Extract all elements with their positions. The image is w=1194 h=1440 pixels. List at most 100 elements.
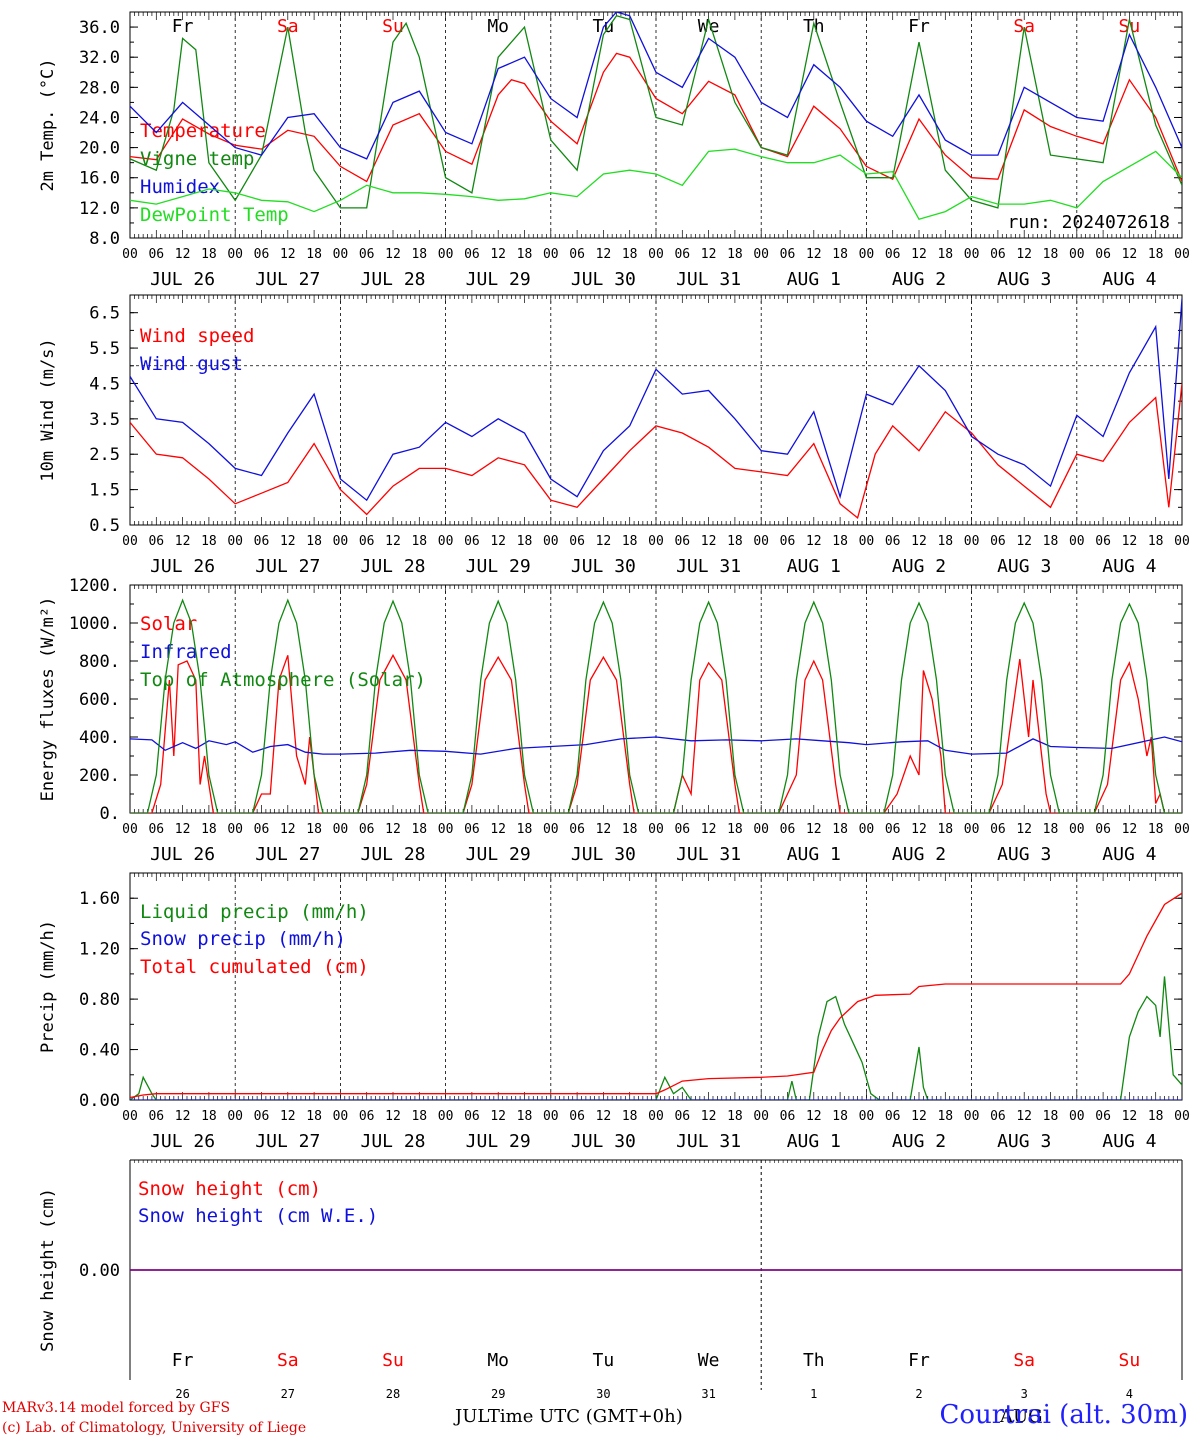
day-number-label: 31 — [701, 1387, 715, 1401]
hour-tick-label: 06 — [885, 1109, 901, 1124]
y-tick-label: 32.0 — [79, 48, 120, 68]
legend-entry: Solar — [140, 613, 197, 635]
date-label: AUG 1 — [787, 556, 841, 577]
hour-tick-label: 12 — [1122, 247, 1138, 262]
day-number-label: 30 — [596, 1387, 610, 1401]
date-label: JUL 29 — [466, 556, 531, 577]
hour-tick-label: 06 — [780, 1109, 796, 1124]
hour-tick-label: 00 — [964, 822, 980, 837]
date-label: AUG 2 — [892, 844, 946, 865]
hour-tick-label: 12 — [1122, 534, 1138, 549]
hour-tick-label: 00 — [438, 534, 454, 549]
hour-tick-label: 06 — [569, 822, 585, 837]
day-of-week-label: Mo — [487, 1350, 509, 1371]
hour-tick-label: 12 — [490, 822, 506, 837]
hour-tick-label: 18 — [1148, 534, 1164, 549]
hour-tick-label: 12 — [385, 822, 401, 837]
legend-entry: Wind gust — [140, 353, 243, 375]
day-number-label: 2 — [915, 1387, 922, 1401]
date-label: JUL 27 — [255, 269, 320, 290]
hour-tick-label: 18 — [411, 534, 427, 549]
y-tick-label: 0.80 — [79, 990, 120, 1010]
hour-tick-label: 06 — [674, 247, 690, 262]
hour-tick-label: 06 — [569, 247, 585, 262]
legend-entry: Snow height (cm W.E.) — [138, 1205, 378, 1227]
hour-tick-label: 18 — [201, 1109, 217, 1124]
hour-tick-label: 00 — [122, 822, 138, 837]
hour-tick-label: 12 — [806, 534, 822, 549]
hour-tick-label: 18 — [937, 534, 953, 549]
date-label: JUL 27 — [255, 556, 320, 577]
panel-precip: 0.00 0.40 0.80 1.20 1.60 Precip (mm/h) 00 06 12 1… — [38, 872, 1190, 1152]
date-label: AUG 1 — [787, 1131, 841, 1152]
day-of-week-label: Sa — [1013, 1350, 1035, 1371]
hour-tick-label: 18 — [517, 247, 533, 262]
legend-entry: Humidex — [140, 176, 220, 198]
hour-tick-label: 12 — [596, 1109, 612, 1124]
day-of-week-label: Fr — [172, 16, 194, 37]
hour-tick-label: 00 — [438, 1109, 454, 1124]
hour-tick-label: 00 — [648, 822, 664, 837]
date-label: AUG 3 — [997, 1131, 1051, 1152]
hour-tick-label: 18 — [832, 247, 848, 262]
hour-tick-label: 00 — [1069, 1109, 1085, 1124]
hour-tick-label: 06 — [464, 822, 480, 837]
day-of-week-label: Sa — [1013, 16, 1035, 37]
hour-tick-label: 00 — [122, 534, 138, 549]
day-number-label: 1 — [810, 1387, 817, 1401]
hour-tick-label: 00 — [648, 247, 664, 262]
y-tick-label: 8.0 — [89, 229, 120, 249]
date-label: AUG 1 — [787, 269, 841, 290]
hour-tick-label: 00 — [438, 247, 454, 262]
y-axis-title: 10m Wind (m/s) — [38, 338, 58, 481]
hour-tick-label: 00 — [1069, 534, 1085, 549]
hour-tick-label: 06 — [254, 534, 270, 549]
series-line-top-of-atmosphere-solar — [130, 598, 1182, 813]
hour-tick-label: 00 — [964, 534, 980, 549]
date-label: JUL 31 — [676, 556, 741, 577]
day-of-week-label: Fr — [908, 1350, 930, 1371]
date-label: JUL 27 — [255, 1131, 320, 1152]
hour-tick-label: 18 — [517, 534, 533, 549]
y-tick-label: 1000. — [69, 614, 120, 634]
hour-tick-label: 06 — [1095, 1109, 1111, 1124]
hour-tick-label: 00 — [648, 534, 664, 549]
hour-tick-label: 18 — [1043, 534, 1059, 549]
date-label: JUL 26 — [150, 556, 215, 577]
hour-tick-label: 00 — [753, 1109, 769, 1124]
series-line-temperature — [130, 52, 1182, 183]
date-label: JUL 26 — [150, 269, 215, 290]
hour-tick-label: 18 — [411, 1109, 427, 1124]
day-number-label: 27 — [281, 1387, 295, 1401]
hour-tick-label: 06 — [464, 1109, 480, 1124]
hour-tick-label: 00 — [122, 1109, 138, 1124]
hour-tick-label: 00 — [859, 1109, 875, 1124]
day-number-label: 3 — [1021, 1387, 1028, 1401]
hour-tick-label: 00 — [543, 822, 559, 837]
y-tick-label: 16.0 — [79, 169, 120, 189]
y-tick-label: 1.5 — [89, 481, 120, 501]
hour-tick-label: 12 — [175, 247, 191, 262]
date-label: JUL 30 — [571, 844, 636, 865]
hour-tick-label: 18 — [306, 822, 322, 837]
hour-tick-label: 18 — [937, 247, 953, 262]
date-label: JUL 31 — [676, 844, 741, 865]
hour-tick-label: 12 — [385, 534, 401, 549]
day-number-label: 26 — [175, 1387, 189, 1401]
hour-tick-label: 06 — [148, 534, 164, 549]
date-label: AUG 4 — [1102, 269, 1156, 290]
hour-tick-label: 18 — [1043, 822, 1059, 837]
y-tick-label: 3.5 — [89, 410, 120, 430]
hour-tick-label: 12 — [175, 1109, 191, 1124]
y-tick-label: 0.00 — [79, 1261, 120, 1281]
hour-tick-label: 00 — [1069, 247, 1085, 262]
hour-tick-label: 06 — [148, 247, 164, 262]
legend-entry: Vigne temp — [140, 148, 254, 170]
date-label: JUL 29 — [466, 844, 531, 865]
day-of-week-label: Tu — [593, 1350, 615, 1371]
legend-entry: Total cumulated (cm) — [140, 956, 369, 978]
hour-tick-label: 06 — [148, 1109, 164, 1124]
hour-tick-label: 06 — [1095, 534, 1111, 549]
hour-tick-label: 12 — [911, 534, 927, 549]
hour-tick-label: 18 — [411, 822, 427, 837]
